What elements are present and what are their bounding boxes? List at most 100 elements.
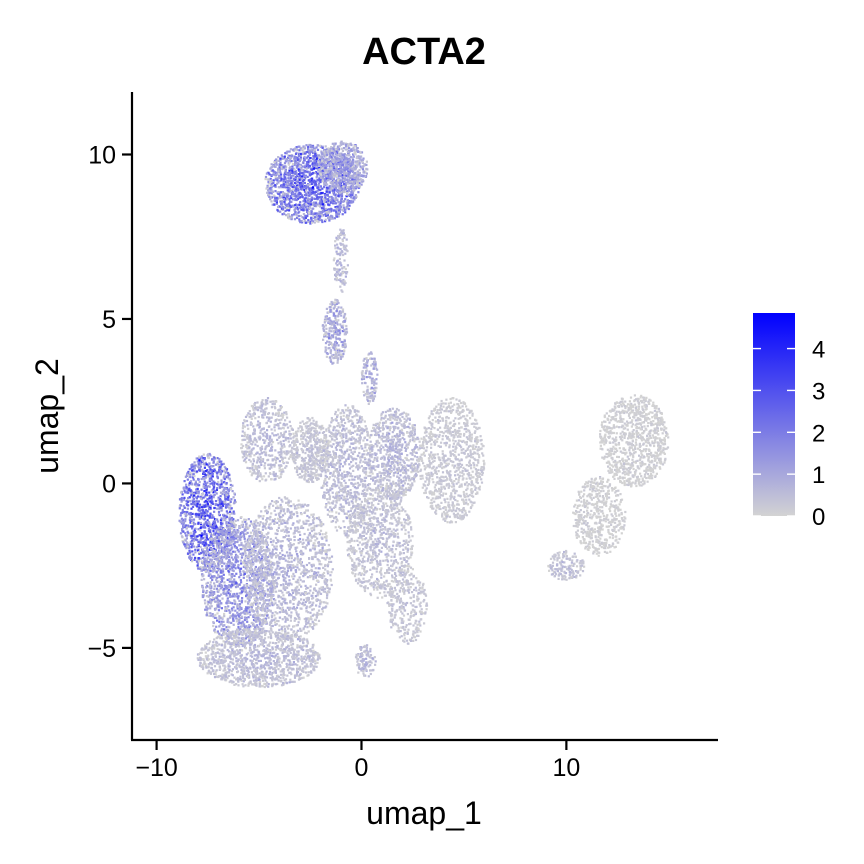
data-point <box>319 160 322 163</box>
data-point <box>222 556 225 559</box>
data-point <box>288 179 291 182</box>
data-point <box>334 202 338 205</box>
data-point <box>324 145 327 148</box>
data-point <box>239 612 242 615</box>
data-point <box>230 621 233 624</box>
data-point <box>225 594 228 597</box>
data-point <box>336 315 340 318</box>
data-point <box>223 551 226 554</box>
data-point <box>321 167 324 170</box>
data-point <box>301 152 305 155</box>
data-point <box>292 159 295 162</box>
data-point <box>295 213 298 216</box>
data-point <box>304 193 307 196</box>
data-point <box>336 308 339 311</box>
data-point <box>218 551 222 554</box>
data-point <box>351 184 354 187</box>
data-point <box>192 465 195 468</box>
data-point <box>274 162 277 165</box>
data-point <box>226 607 229 610</box>
data-point <box>283 173 286 176</box>
data-point <box>346 192 349 195</box>
data-point <box>211 458 214 461</box>
data-point <box>265 187 268 190</box>
data-point <box>237 614 240 617</box>
data-point <box>195 515 198 518</box>
data-point <box>330 322 333 325</box>
data-point <box>210 562 213 565</box>
data-point <box>185 541 189 544</box>
data-point <box>234 560 238 563</box>
data-point <box>338 144 341 148</box>
data-point <box>328 208 331 211</box>
data-point <box>366 388 369 391</box>
data-point <box>370 357 373 360</box>
data-point <box>232 617 235 620</box>
data-point <box>338 194 341 197</box>
data-point <box>334 354 337 357</box>
data-point <box>241 644 244 648</box>
data-point <box>321 152 324 156</box>
data-point <box>343 342 346 345</box>
data-point <box>244 590 248 593</box>
data-point <box>315 167 318 170</box>
data-point <box>236 618 239 621</box>
data-point <box>306 186 309 189</box>
data-point <box>262 619 265 622</box>
data-point <box>197 492 200 495</box>
data-point <box>256 580 259 583</box>
data-point <box>368 375 371 378</box>
data-point <box>336 356 339 359</box>
data-point <box>210 465 213 468</box>
data-point <box>335 354 338 357</box>
data-point <box>326 214 329 217</box>
data-point <box>362 171 365 174</box>
data-point <box>335 236 338 239</box>
data-point <box>200 468 204 471</box>
data-point <box>202 471 205 474</box>
data-point <box>255 625 258 628</box>
data-point <box>221 519 224 522</box>
data-point <box>317 214 320 217</box>
data-point <box>196 500 199 503</box>
data-point <box>334 273 337 276</box>
data-point <box>278 179 281 183</box>
data-point <box>242 552 245 555</box>
data-point <box>330 360 333 363</box>
data-point <box>322 158 325 161</box>
data-point <box>329 217 332 220</box>
data-point <box>225 587 228 590</box>
data-point <box>228 580 231 583</box>
data-point <box>337 278 341 281</box>
data-point <box>248 611 251 614</box>
data-point <box>319 189 322 192</box>
data-point <box>218 501 221 504</box>
data-point <box>333 170 336 173</box>
data-point <box>335 275 338 278</box>
data-point <box>343 328 346 331</box>
data-point <box>208 485 211 488</box>
data-point <box>239 533 242 536</box>
data-point <box>235 581 238 585</box>
data-point <box>333 320 336 323</box>
data-point <box>252 618 256 622</box>
data-point <box>220 506 223 509</box>
data-point <box>338 233 341 236</box>
data-point <box>219 495 222 498</box>
data-point <box>245 532 248 535</box>
data-point <box>191 476 195 479</box>
data-point <box>288 161 291 164</box>
data-point <box>212 524 216 527</box>
data-point <box>210 478 213 481</box>
data-point <box>303 166 306 169</box>
data-point <box>351 171 354 174</box>
data-point <box>326 183 329 186</box>
data-point <box>221 490 225 493</box>
data-point <box>236 585 239 588</box>
data-point <box>204 539 207 542</box>
data-point <box>295 198 298 202</box>
data-point <box>346 193 349 196</box>
data-point <box>374 362 377 365</box>
data-point <box>200 477 203 481</box>
data-point <box>353 167 357 170</box>
